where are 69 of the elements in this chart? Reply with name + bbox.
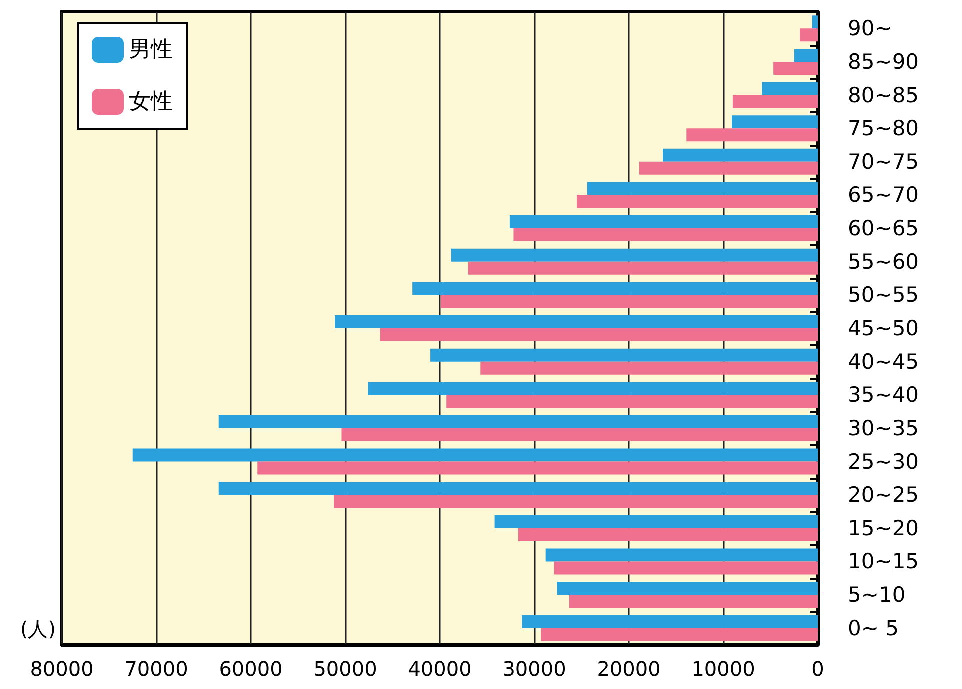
y-tick-label: 65~70 — [848, 183, 920, 208]
bar — [732, 95, 818, 108]
bar — [522, 615, 818, 628]
y-tick-label: 80~85 — [848, 83, 920, 108]
y-tick-label: 90~ — [848, 16, 892, 41]
bar — [554, 562, 818, 575]
bar — [494, 515, 818, 528]
bar — [663, 148, 818, 162]
bar — [480, 362, 818, 375]
bar — [430, 348, 818, 362]
bar — [762, 82, 818, 96]
bar — [334, 495, 818, 508]
y-tick-label: 20~25 — [848, 483, 920, 508]
legend-label: 男性 — [129, 38, 173, 62]
bar — [732, 116, 818, 129]
y-tick-label: 70~75 — [848, 150, 920, 174]
bar — [440, 295, 818, 308]
bar — [587, 182, 818, 196]
bar — [451, 248, 818, 262]
y-tick-label: 55~60 — [848, 250, 920, 274]
y-tick-label: 30~35 — [848, 416, 920, 440]
bar — [518, 528, 818, 542]
x-axis-title: (人) — [20, 617, 56, 641]
y-tick-label: 60~65 — [848, 216, 920, 241]
y-tick-label: 5~10 — [848, 583, 906, 608]
bar — [218, 415, 818, 428]
bar — [368, 382, 818, 396]
bar — [639, 162, 818, 175]
bar — [412, 282, 818, 296]
bar — [380, 328, 818, 342]
y-tick-label: 0~ 5 — [848, 616, 899, 640]
bar — [514, 228, 818, 242]
bar — [342, 428, 818, 442]
bar — [546, 548, 818, 562]
bar — [569, 595, 818, 608]
x-tick-label: 50000 — [314, 657, 378, 681]
bar — [510, 216, 818, 229]
bar — [541, 628, 818, 642]
bar — [794, 48, 818, 62]
y-tick-label: 75~80 — [848, 116, 920, 141]
y-tick-label: 45~50 — [848, 316, 920, 340]
bar — [800, 28, 818, 42]
x-tick-label: 20000 — [597, 657, 661, 681]
x-tick-label: 60000 — [219, 657, 283, 681]
bar — [686, 128, 818, 142]
y-tick-label: 10~15 — [848, 550, 920, 574]
bar — [335, 316, 818, 328]
bar — [132, 448, 818, 462]
y-tick-label: 15~20 — [848, 516, 920, 540]
y-tick-label: 40~45 — [848, 350, 920, 374]
y-tick-label: 50~55 — [848, 283, 920, 308]
bar — [468, 262, 818, 275]
x-tick-label: 40000 — [408, 657, 472, 681]
x-tick-label: 70000 — [124, 657, 188, 681]
bar — [774, 62, 818, 75]
x-tick-label: 80000 — [30, 657, 94, 681]
bar — [557, 582, 818, 596]
bar — [258, 462, 818, 475]
bar — [446, 395, 818, 408]
y-tick-label: 35~40 — [848, 383, 920, 408]
x-tick-label: 30000 — [502, 657, 566, 681]
bar — [218, 482, 818, 496]
bar — [577, 195, 818, 208]
x-tick-label: 0 — [812, 657, 824, 681]
legend-label: 女性 — [129, 90, 173, 114]
bar — [812, 16, 818, 29]
y-tick-label: 25~30 — [848, 450, 920, 474]
x-tick-label: 10000 — [692, 657, 756, 681]
y-tick-label: 85~90 — [848, 50, 920, 74]
